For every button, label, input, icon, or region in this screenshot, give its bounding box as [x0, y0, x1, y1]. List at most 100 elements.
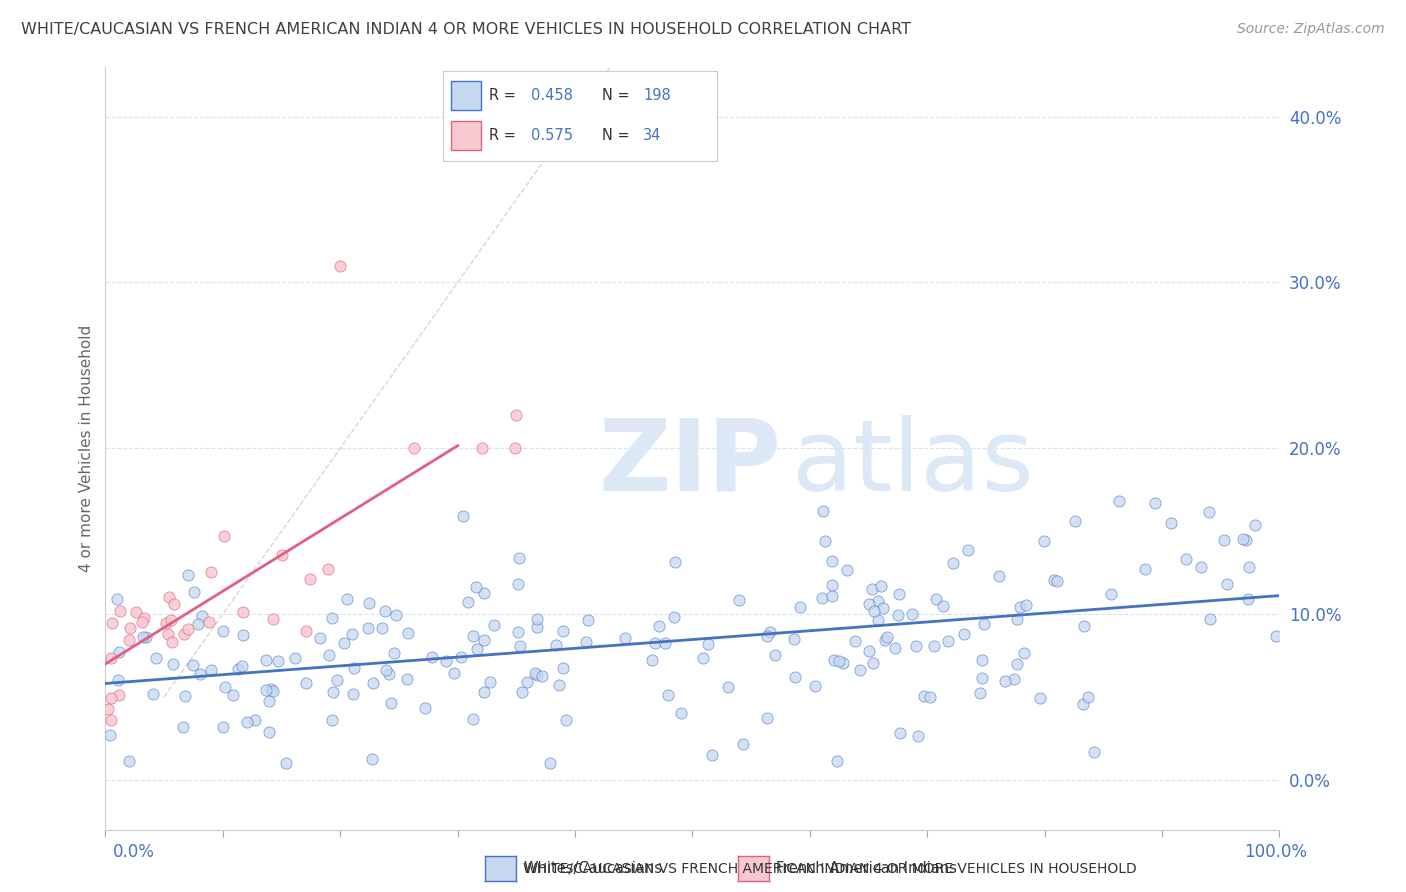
Point [728, 593, 751, 607]
Point [260, 681, 283, 696]
Point [994, 673, 1017, 688]
Point [872, 601, 894, 615]
Point [862, 656, 884, 670]
Point [329, 259, 352, 273]
Point [162, 657, 184, 671]
Point [647, 619, 669, 633]
Point [972, 671, 994, 685]
Point [907, 729, 929, 743]
Text: 0.458: 0.458 [530, 88, 572, 103]
Point [969, 686, 991, 700]
Text: 34: 34 [643, 128, 661, 143]
Point [936, 634, 959, 648]
Point [257, 694, 280, 708]
Point [1015, 598, 1038, 612]
Point [333, 636, 356, 650]
Point [953, 626, 976, 640]
Point [804, 679, 827, 693]
Point [100, 713, 122, 727]
Point [404, 442, 426, 455]
Point [322, 684, 344, 698]
Text: R =: R = [489, 128, 522, 143]
Point [820, 590, 842, 604]
Point [868, 594, 890, 608]
Point [101, 615, 124, 630]
Point [107, 673, 129, 688]
Point [868, 613, 890, 627]
Point [361, 675, 384, 690]
Point [118, 633, 141, 648]
Point [1071, 698, 1094, 712]
Point [157, 590, 180, 604]
Point [173, 626, 195, 640]
Point [814, 534, 837, 549]
Point [254, 653, 277, 667]
Text: ZIP: ZIP [599, 415, 782, 512]
Point [696, 637, 718, 651]
Point [1063, 515, 1085, 529]
Point [505, 408, 527, 422]
Point [212, 720, 235, 734]
Point [932, 599, 955, 614]
Point [183, 585, 205, 599]
Point [342, 687, 364, 701]
Point [380, 697, 402, 711]
Point [863, 604, 886, 618]
Point [1083, 745, 1105, 759]
Point [200, 565, 222, 579]
Point [1244, 517, 1267, 532]
Point [340, 627, 363, 641]
Point [811, 504, 834, 518]
Point [531, 669, 554, 683]
Point [131, 615, 153, 629]
Point [1199, 612, 1222, 626]
Point [901, 607, 924, 622]
Point [825, 754, 848, 768]
Point [357, 596, 380, 610]
Point [956, 543, 979, 558]
Point [644, 636, 666, 650]
Point [378, 667, 401, 681]
Point [270, 548, 292, 562]
Point [461, 712, 484, 726]
Point [849, 663, 872, 677]
Point [1005, 612, 1028, 626]
Point [1108, 494, 1130, 508]
Point [832, 656, 855, 670]
Point [1265, 629, 1288, 643]
Point [554, 714, 576, 728]
Point [860, 582, 883, 597]
Point [262, 684, 284, 698]
Point [97, 702, 120, 716]
Point [465, 580, 488, 594]
Point [198, 615, 221, 629]
Point [212, 624, 235, 638]
Point [134, 610, 156, 624]
Point [785, 670, 807, 684]
Point [105, 591, 128, 606]
Text: Source: ZipAtlas.com: Source: ZipAtlas.com [1237, 22, 1385, 37]
Point [870, 579, 893, 593]
Point [904, 639, 927, 653]
Point [1012, 646, 1035, 660]
Point [1174, 552, 1197, 566]
Point [226, 661, 249, 675]
Point [118, 621, 141, 635]
Point [318, 562, 340, 576]
Point [544, 639, 567, 653]
Text: Whites/Caucasians: Whites/Caucasians [523, 862, 662, 876]
Point [551, 661, 574, 675]
Point [509, 639, 531, 653]
Point [756, 711, 779, 725]
Point [506, 624, 529, 639]
Point [858, 597, 880, 611]
Point [1010, 600, 1032, 615]
Point [232, 628, 254, 642]
Point [912, 689, 935, 703]
Point [575, 634, 598, 648]
Point [471, 442, 494, 455]
Point [548, 678, 571, 692]
Point [472, 586, 495, 600]
Point [321, 713, 343, 727]
Point [1234, 533, 1257, 548]
